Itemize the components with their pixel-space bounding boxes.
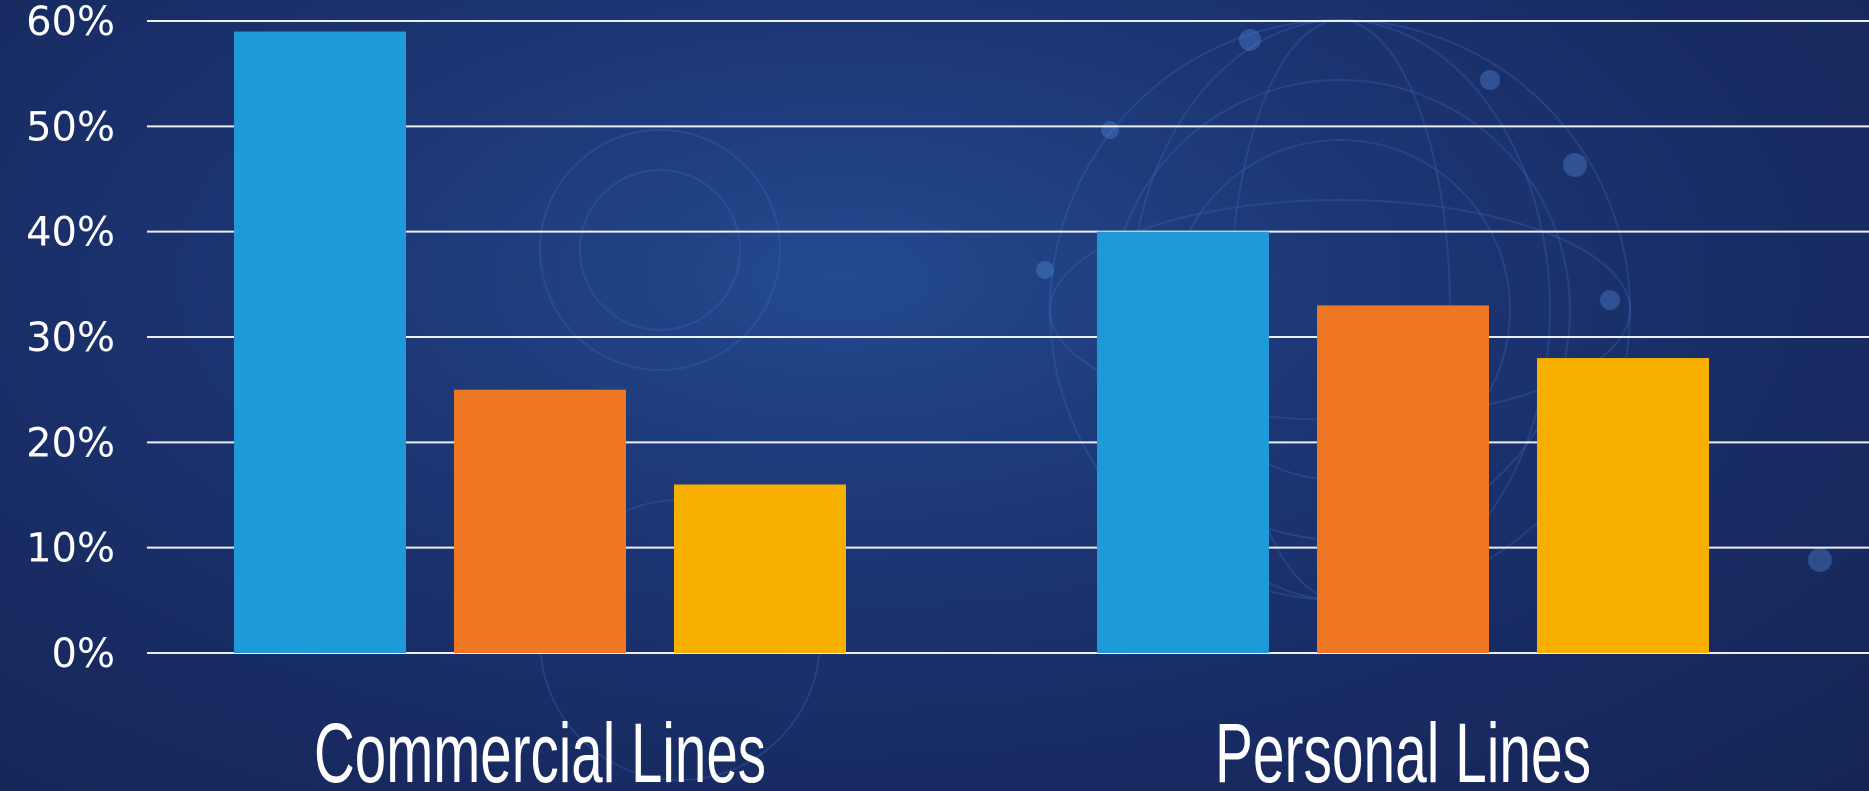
y-tick-label: 10%	[26, 526, 115, 572]
category-label: Personal Lines	[1215, 706, 1591, 791]
y-tick-label: 60%	[26, 0, 115, 45]
bar	[454, 389, 626, 653]
y-tick-label: 50%	[26, 104, 115, 150]
y-tick-label: 30%	[26, 315, 115, 361]
y-tick-label: 40%	[26, 210, 115, 256]
y-tick-label: 20%	[26, 420, 115, 466]
bar	[1097, 231, 1269, 653]
category-label: Commercial Lines	[314, 706, 766, 791]
x-axis-category-labels: Commercial Lines Personal Lines	[314, 706, 1591, 791]
bar	[234, 31, 406, 654]
bar	[674, 484, 846, 653]
y-axis-tick-labels: 0% 10% 20% 30% 40% 50% 60%	[26, 0, 115, 677]
bars	[234, 31, 1709, 654]
y-tick-label: 0%	[52, 631, 115, 677]
bar	[1537, 358, 1709, 653]
bar	[1317, 305, 1489, 653]
